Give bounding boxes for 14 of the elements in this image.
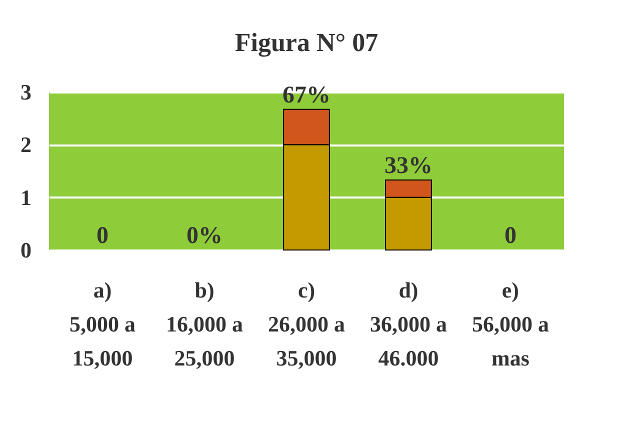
y-tick-label: 3 [20, 80, 32, 104]
data-label: 0 [96, 223, 109, 249]
y-tick-label: 0 [20, 238, 32, 262]
x-tick-label: d) 36,000 a 46.000 [370, 278, 447, 370]
x-tick-label: e) 56,000 a mas [472, 278, 549, 370]
chart-title: Figura N° 07 [234, 28, 378, 57]
y-tick-label: 1 [20, 184, 32, 210]
data-label: 0 [504, 223, 516, 249]
data-label: 33% [384, 152, 432, 179]
y-tick-label: 2 [20, 132, 32, 158]
x-tick-label: c) 26,000 a 35,000 [268, 278, 345, 370]
x-tick-label: b) 16,000 a 25,000 [166, 278, 244, 370]
x-tick-label: a) 5,000 a 15,000 [70, 278, 136, 370]
data-label: 0% [186, 223, 223, 249]
